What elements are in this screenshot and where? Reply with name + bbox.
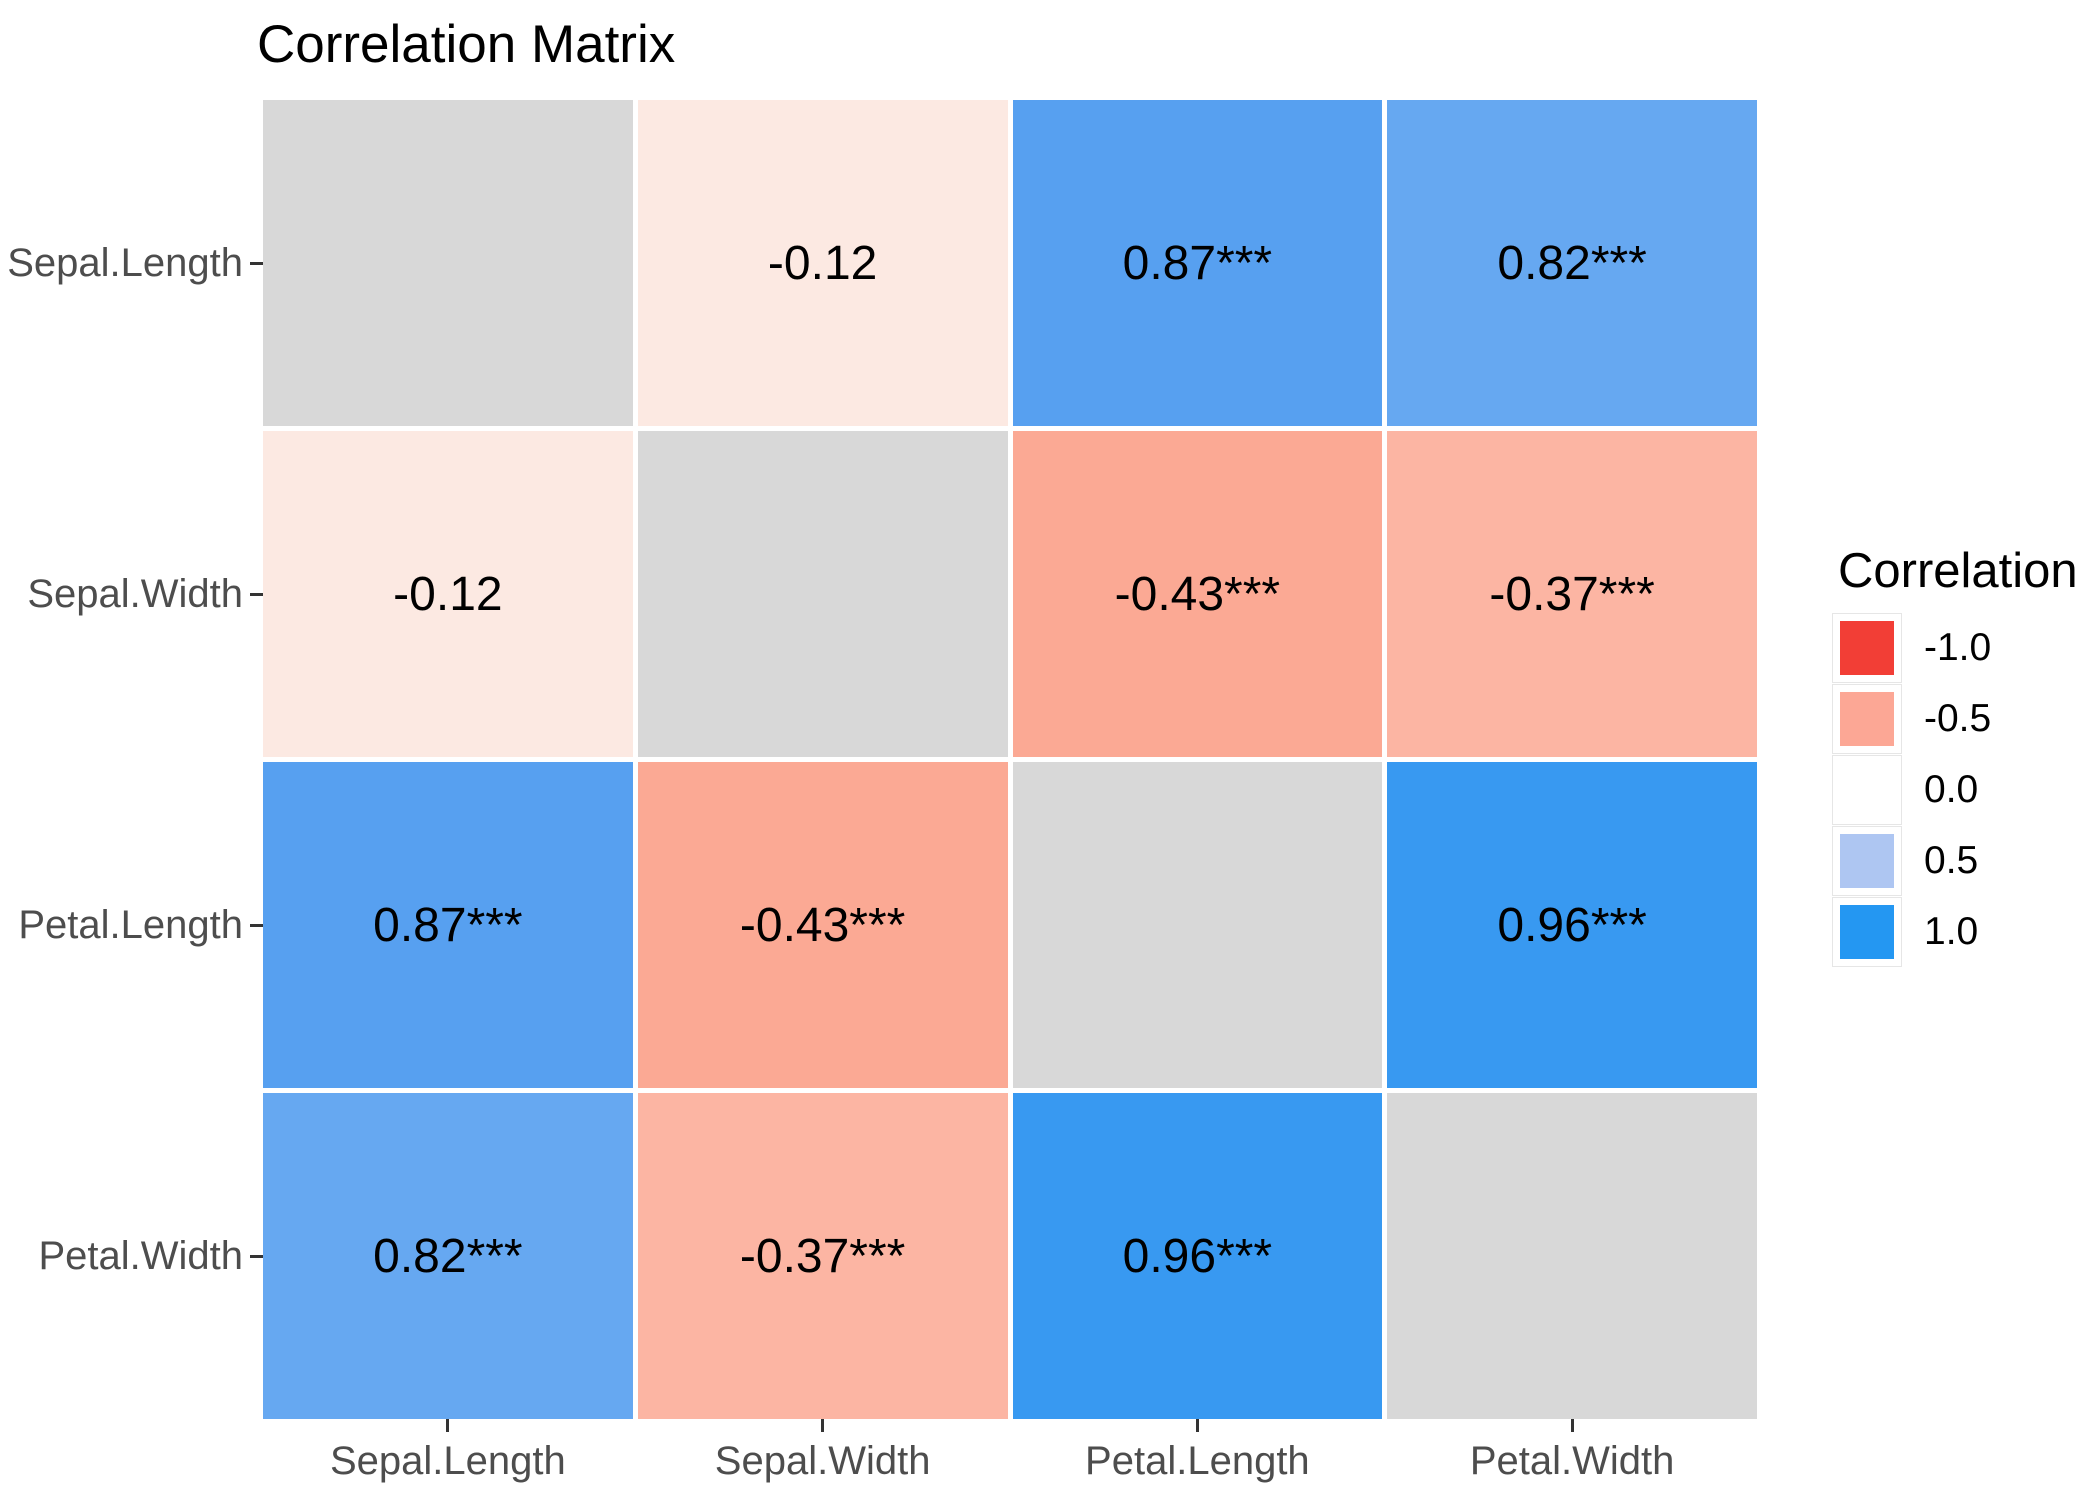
cell-value-label: -0.12 xyxy=(767,236,878,290)
cell-value-label: -0.43*** xyxy=(739,898,906,952)
legend-key-box xyxy=(1832,683,1902,754)
heatmap-cell: 0.87*** xyxy=(1012,100,1383,426)
legend-label: 0.5 xyxy=(1924,838,1979,882)
heatmap-cell: -0.37*** xyxy=(637,1093,1008,1419)
x-axis-tick xyxy=(446,1419,450,1432)
legend-key-box xyxy=(1832,754,1902,825)
y-axis-tick xyxy=(250,923,263,927)
y-axis-label: Sepal.Length xyxy=(7,241,243,285)
heatmap-cell: -0.12 xyxy=(637,100,1008,426)
chart-title: Correlation Matrix xyxy=(257,15,676,74)
heatmap-cell: 0.96*** xyxy=(1387,762,1757,1088)
legend-label: 0.0 xyxy=(1924,767,1979,811)
heatmap-cell: -0.43*** xyxy=(637,762,1008,1088)
heatmap-cell: 0.82*** xyxy=(1387,100,1757,426)
legend-entry: 1.0 xyxy=(1832,896,1991,967)
legend-color-swatch xyxy=(1840,833,1894,888)
heatmap-cell: -0.43*** xyxy=(1012,431,1383,757)
legend-label: 1.0 xyxy=(1924,909,1979,953)
legend-label: -0.5 xyxy=(1924,696,1992,740)
x-axis-tick xyxy=(1195,1419,1199,1432)
legend-key-box xyxy=(1832,612,1902,683)
cell-value-label: 0.82*** xyxy=(373,1229,523,1283)
x-axis-tick xyxy=(821,1419,825,1432)
legend-entry: -0.5 xyxy=(1832,683,1991,754)
cell-value-label: -0.37*** xyxy=(739,1229,906,1283)
legend-color-swatch xyxy=(1840,762,1894,817)
legend-key-box xyxy=(1832,825,1902,896)
y-axis-label: Petal.Length xyxy=(18,903,243,947)
x-axis-label: Sepal.Length xyxy=(329,1439,566,1483)
cell-value-label: -0.12 xyxy=(393,567,503,621)
cell-value-label: 0.87*** xyxy=(1122,236,1273,290)
heatmap-cell: -0.12 xyxy=(263,431,633,757)
heatmap-cell: -0.37*** xyxy=(1387,431,1757,757)
legend-label: -1.0 xyxy=(1924,625,1992,669)
heatmap-cell xyxy=(263,100,633,426)
heatmap-cell: 0.82*** xyxy=(263,1093,633,1419)
heatmap-cell xyxy=(637,431,1008,757)
y-axis-tick xyxy=(250,261,263,265)
x-axis-label: Sepal.Width xyxy=(714,1439,931,1483)
cell-value-label: 0.96*** xyxy=(1122,1229,1273,1283)
heatmap-cell xyxy=(1387,1093,1757,1419)
legend-color-swatch xyxy=(1840,620,1894,675)
legend-color-swatch xyxy=(1840,904,1894,959)
legend-entry: -1.0 xyxy=(1832,612,1991,683)
y-axis-label: Petal.Width xyxy=(38,1234,243,1278)
x-axis-tick xyxy=(1570,1419,1574,1432)
heatmap-cell: 0.96*** xyxy=(1012,1093,1383,1419)
legend-entry: 0.0 xyxy=(1832,754,1991,825)
y-axis-tick xyxy=(250,592,263,596)
legend-entry: 0.5 xyxy=(1832,825,1991,896)
heatmap-grid: -0.12 0.87*** 0.82*** -0.12 -0.43*** -0.37***… xyxy=(263,100,1757,1419)
cell-value-label: -0.37*** xyxy=(1489,567,1655,621)
cell-value-label: 0.82*** xyxy=(1497,236,1647,290)
legend-title: Correlation xyxy=(1838,544,2078,598)
legend-keys: -1.0 -0.5 0.0 0.5 1.0 xyxy=(1832,612,1991,967)
heatmap-cell xyxy=(1012,762,1383,1088)
legend-color-swatch xyxy=(1840,691,1894,746)
y-axis-label: Sepal.Width xyxy=(27,572,243,616)
x-axis-label: Petal.Width xyxy=(1469,1439,1675,1483)
cell-value-label: -0.43*** xyxy=(1114,567,1281,621)
legend-key-box xyxy=(1832,896,1902,967)
y-axis-tick xyxy=(250,1254,263,1258)
x-axis-label: Petal.Length xyxy=(1085,1439,1310,1483)
cell-value-label: 0.96*** xyxy=(1497,898,1647,952)
heatmap-cell: 0.87*** xyxy=(263,762,633,1088)
cell-value-label: 0.87*** xyxy=(373,898,523,952)
